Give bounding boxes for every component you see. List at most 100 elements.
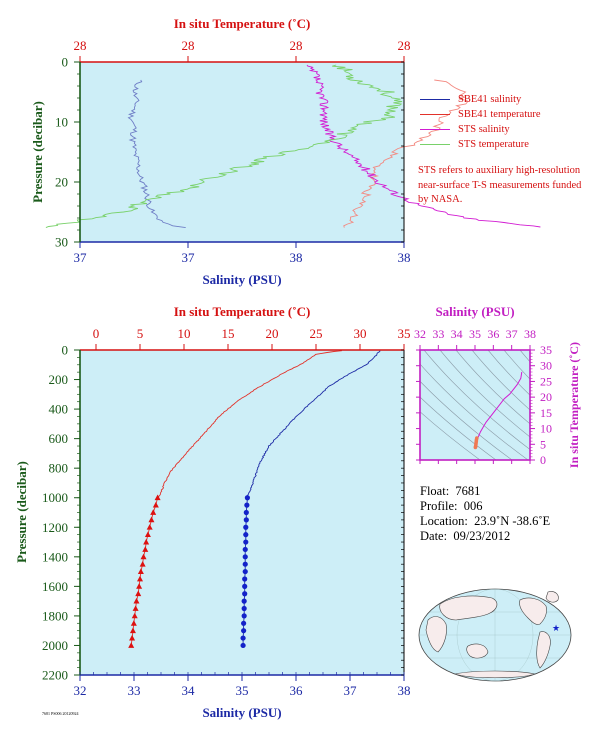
- main-pressure-tick-label: 2200: [42, 668, 68, 683]
- salinity-marker: [240, 642, 246, 649]
- salinity-marker: [243, 524, 249, 530]
- inset-temp-tick-label: 35: [540, 343, 552, 357]
- inset-temp-axis-title: In situ Temperature (˚C): [567, 342, 581, 468]
- main-salinity-tick-label: 38: [398, 683, 411, 698]
- inset-temp-tick-label: 0: [540, 453, 546, 467]
- inset-temp-tick-label: 20: [540, 390, 552, 404]
- inset-salinity-tick-label: 38: [524, 327, 536, 341]
- inset-salinity-tick-label: 37: [506, 327, 518, 341]
- density-contour: [420, 363, 529, 460]
- location-label: Location:: [420, 514, 468, 528]
- salinity-marker: [242, 583, 248, 589]
- main-salinity-tick-label: 36: [290, 683, 304, 698]
- temperature-marker: [129, 634, 136, 641]
- salinity-marker: [244, 502, 250, 508]
- salinity-marker: [241, 620, 247, 626]
- main-pressure-tick-label: 1200: [42, 520, 68, 535]
- density-contour: [503, 350, 530, 380]
- main-temp-tick-label: 20: [266, 326, 279, 341]
- continent-eurasia: [439, 595, 498, 621]
- inset-temp-tick-label: 5: [540, 437, 546, 451]
- salinity-marker: [241, 605, 247, 612]
- salinity-marker: [242, 546, 248, 553]
- continent-south-america: [536, 631, 551, 669]
- temperature-marker: [146, 524, 153, 530]
- top-temp-tick-label: 28: [74, 38, 87, 53]
- density-contour: [455, 350, 530, 425]
- legend-swatch: [420, 99, 450, 100]
- top-series: [45, 64, 541, 229]
- temperature-marker: [136, 583, 143, 589]
- salinity-marker: [243, 532, 249, 538]
- top-salinity-tick-label: 37: [74, 250, 88, 265]
- main-pressure-tick-label: 2000: [42, 638, 68, 653]
- main-chart: 0 5 10 15 20 25 30 35 32 33 34 35 36 37 38 0 200 400 600 80…: [14, 304, 411, 720]
- inset-salinity-tick-label: 33: [432, 327, 444, 341]
- top-series-line-2: [306, 64, 541, 228]
- continent-antarctica: [453, 670, 537, 679]
- top-series-line-3: [45, 64, 403, 229]
- float-value: 7681: [455, 484, 481, 498]
- top-salinity-axis-title: Salinity (PSU): [202, 272, 281, 287]
- temperature-marker: [140, 553, 147, 560]
- temperature-marker: [135, 590, 142, 597]
- top-plot-area: [80, 62, 404, 242]
- salinity-marker: [244, 495, 250, 501]
- top-pressure-tick-label: 10: [55, 115, 68, 130]
- location-row: Location: 23.9˚N -38.6˚E: [420, 514, 550, 529]
- top-pressure-axis-title: Pressure (decibar): [30, 101, 45, 203]
- temperature-marker: [129, 627, 136, 634]
- temperature-marker: [142, 546, 149, 552]
- salinity-marker: [242, 591, 248, 597]
- salinity-marker: [241, 598, 247, 604]
- continent-africa: [425, 616, 447, 653]
- main-pressure-tick-label: 600: [49, 431, 69, 446]
- temperature-marker: [152, 501, 159, 508]
- continent-north-america: [519, 597, 547, 625]
- temperature-marker: [137, 575, 143, 582]
- legend-label: STS salinity: [458, 124, 510, 135]
- profile-label: Profile:: [420, 499, 458, 513]
- temperature-marker: [154, 494, 161, 501]
- top-salinity-tick-label: 38: [398, 250, 411, 265]
- legend-item: SBE41 temperature: [420, 107, 541, 122]
- temperature-marker: [139, 561, 146, 567]
- top-temp-tick-label: 28: [398, 38, 411, 53]
- legend-label: SBE41 salinity: [458, 94, 522, 105]
- main-temp-tick-label: 35: [398, 326, 411, 341]
- top-salinity-tick-label: 38: [290, 250, 303, 265]
- main-pressure-tick-label: 1400: [42, 549, 68, 564]
- salinity-marker: [243, 509, 249, 516]
- density-contour: [420, 411, 481, 460]
- inset-temp-tick-label: 15: [540, 406, 552, 420]
- inset-density-contours: [420, 350, 530, 460]
- salinity-marker: [242, 568, 248, 575]
- top-pressure-tick-label: 30: [55, 235, 68, 250]
- main-pressure-tick-label: 1000: [42, 490, 68, 505]
- inset-series: [473, 371, 523, 450]
- salinity-marker: [240, 635, 246, 641]
- top-ticks: 28 28 28 28 37 37 38 38 0 10 20 30: [55, 38, 411, 265]
- temperature-marker: [132, 605, 139, 611]
- legend-label: STS temperature: [458, 139, 529, 150]
- legend-swatch: [420, 144, 450, 145]
- main-temp-tick-label: 0: [93, 326, 100, 341]
- sts-note: STS refers to auxiliary high-resolution …: [418, 165, 582, 205]
- date-value: 09/23/2012: [453, 529, 511, 543]
- temperature-marker: [143, 538, 150, 545]
- temperature-marker: [150, 509, 157, 515]
- main-pressure-tick-label: 800: [49, 461, 69, 476]
- salinity-marker: [242, 554, 248, 560]
- main-temp-tick-label: 5: [137, 326, 144, 341]
- main-temp-tick-label: 30: [354, 326, 367, 341]
- salinity-marker: [241, 628, 247, 634]
- main-pressure-tick-label: 0: [62, 343, 69, 358]
- salinity-profile-line: [247, 350, 381, 498]
- temperature-marker: [131, 612, 138, 619]
- date-label: Date:: [420, 529, 448, 543]
- date-row: Date: 09/23/2012: [420, 529, 550, 544]
- top-pressure-tick-label: 0: [62, 55, 69, 70]
- salinity-marker: [243, 539, 249, 545]
- figure-credit: 7681 PS006 20120924: [42, 711, 79, 716]
- main-salinity-tick-label: 33: [128, 683, 141, 698]
